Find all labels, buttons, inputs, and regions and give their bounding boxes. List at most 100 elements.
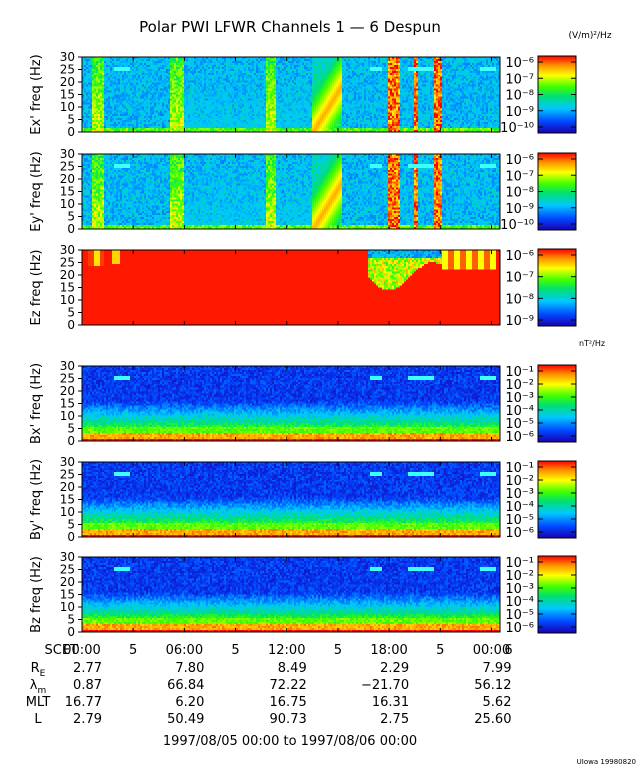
y-tick-label: 10 <box>60 505 75 519</box>
y-tick-label: 15 <box>60 88 75 102</box>
y-tick-label: 25 <box>60 468 75 482</box>
ephemeris-row-label: RE <box>31 661 46 679</box>
ephemeris-value: 16.31 <box>372 695 409 710</box>
y-tick-label: 0 <box>67 625 75 639</box>
y-axis-label: By' freq (Hz) <box>29 459 44 540</box>
ephemeris-value: 56.12 <box>474 678 511 693</box>
ephemeris-value: 6.20 <box>175 695 204 710</box>
y-tick-label: 5 <box>67 113 75 127</box>
ephemeris-value: 16.75 <box>270 695 307 710</box>
ephemeris-table: RE 2.77 7.80 8.49 2.29 7.99 λm 0.87 66.84 72.22 −2… <box>26 661 512 727</box>
colorbar-tick-label: 10⁻⁶ <box>505 430 534 445</box>
x-tick-label: 5 <box>231 643 239 658</box>
y-tick-label: 20 <box>60 480 75 494</box>
colorbar-tick-label: 10⁻³ <box>505 391 534 406</box>
ephemeris-value: 25.60 <box>474 712 511 727</box>
x-tick-label: 00:00 <box>63 643 100 658</box>
colorbar-unit-e: (V/m)²/Hz <box>568 31 611 41</box>
y-axis-label: Ey' freq (Hz) <box>29 151 44 231</box>
colorbar-tick-label: 10⁻⁷ <box>505 72 534 87</box>
x-tick-label: 06:00 <box>166 643 203 658</box>
y-tick-label: 5 <box>67 306 75 320</box>
y-tick-label: 30 <box>60 359 75 373</box>
ephemeris-value: 50.49 <box>167 712 204 727</box>
ephemeris-value: 0.87 <box>73 678 102 693</box>
y-tick-label: 5 <box>67 422 75 436</box>
spectrogram-image <box>82 250 500 325</box>
colorbar-tick-label: 10⁻⁴ <box>505 595 534 610</box>
y-tick-label: 5 <box>67 518 75 532</box>
x-tick-label: 5 <box>334 643 342 658</box>
colorbar-tick-label: 10⁻⁶ <box>505 621 534 636</box>
ephemeris-value: −21.70 <box>361 678 409 693</box>
ephemeris-value: 7.80 <box>175 661 204 676</box>
ephemeris-value: 2.79 <box>73 712 102 727</box>
x-tick-label: 18:00 <box>370 643 407 658</box>
colorbar-tick-label: 10⁻⁶ <box>505 56 534 71</box>
y-axis-label: Bx' freq (Hz) <box>29 363 44 444</box>
colorbar-tick-label: 10⁻⁸ <box>505 186 534 201</box>
y-tick-label: 15 <box>60 397 75 411</box>
colorbar <box>538 249 576 326</box>
x-tick-label: 12:00 <box>268 643 305 658</box>
colorbar-tick-label: 10⁻⁸ <box>505 89 534 104</box>
y-tick-label: 30 <box>60 50 75 64</box>
ephemeris-value: 5.62 <box>483 695 512 710</box>
y-tick-label: 10 <box>60 293 75 307</box>
x-tick-label: 00:00 <box>473 643 510 658</box>
y-tick-label: 15 <box>60 493 75 507</box>
ephemeris-row-label: λm <box>30 678 46 696</box>
y-tick-label: 10 <box>60 197 75 211</box>
y-tick-label: 20 <box>60 384 75 398</box>
colorbar-tick-label: 10⁻⁷ <box>505 271 534 286</box>
colorbar-tick-label: 10⁻⁹ <box>505 202 534 217</box>
colorbar <box>538 365 576 442</box>
colorbar-tick-label: 10⁻² <box>505 474 534 489</box>
y-tick-label: 25 <box>60 563 75 577</box>
y-axis-label: Ez freq (Hz) <box>29 250 44 326</box>
y-tick-label: 0 <box>67 222 75 236</box>
colorbar-tick-label: 10⁻² <box>505 569 534 584</box>
ephemeris-value: 2.29 <box>380 661 409 676</box>
y-tick-label: 30 <box>60 147 75 161</box>
y-tick-label: 30 <box>60 243 75 257</box>
spectrogram-image <box>82 366 500 441</box>
colorbar-tick-label: 10⁻⁵ <box>505 417 534 432</box>
colorbar-tick-label: 10⁻⁵ <box>505 513 534 528</box>
y-tick-label: 30 <box>60 550 75 564</box>
colorbar-tick-label: 10⁻¹⁰ <box>500 218 534 233</box>
ephemeris-value: 8.49 <box>278 661 307 676</box>
ephemeris-value: 7.99 <box>483 661 512 676</box>
ephemeris-value: 72.22 <box>270 678 307 693</box>
colorbar-tick-label: 10⁻⁴ <box>505 404 534 419</box>
colorbar-tick-label: 10⁻⁶ <box>505 153 534 168</box>
colorbar <box>538 56 576 133</box>
y-tick-label: 20 <box>60 268 75 282</box>
colorbar-tick-label: 10⁻⁹ <box>505 105 534 120</box>
colorbar-tick-label: 10⁻¹⁰ <box>500 121 534 136</box>
y-tick-label: 20 <box>60 75 75 89</box>
colorbar <box>538 153 576 230</box>
spectrogram-image <box>82 57 500 132</box>
colorbar-tick-label: 10⁻³ <box>505 487 534 502</box>
y-tick-label: 20 <box>60 172 75 186</box>
y-tick-label: 15 <box>60 185 75 199</box>
ephemeris-value: 2.77 <box>73 661 102 676</box>
colorbar-unit-b: nT²/Hz <box>579 339 605 348</box>
y-tick-label: 0 <box>67 318 75 332</box>
x-tick-label: 6 <box>504 643 512 658</box>
ephemeris-row-label: L <box>34 712 42 727</box>
spectrogram-image <box>82 462 500 537</box>
y-tick-label: 10 <box>60 100 75 114</box>
colorbar-tick-label: 10⁻³ <box>505 582 534 597</box>
y-tick-label: 25 <box>60 160 75 174</box>
y-tick-label: 5 <box>67 210 75 224</box>
y-tick-label: 15 <box>60 588 75 602</box>
x-tick-label: 5 <box>436 643 444 658</box>
colorbar-tick-label: 10⁻⁹ <box>505 314 534 329</box>
